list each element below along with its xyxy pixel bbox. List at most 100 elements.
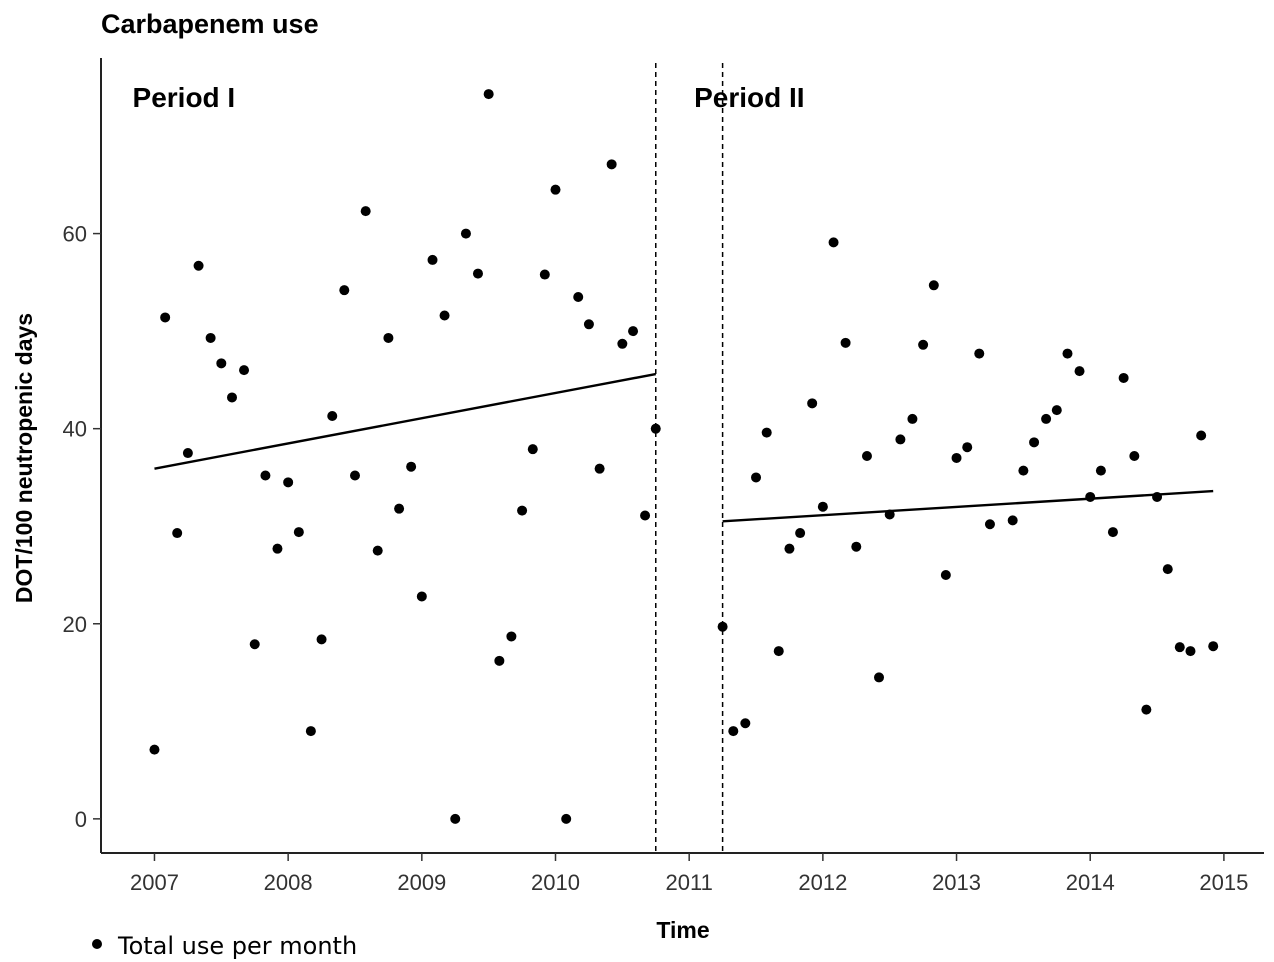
data-point	[740, 718, 751, 729]
data-point	[1141, 704, 1152, 715]
data-point	[807, 398, 818, 409]
plot-area: 2007 2008 2009 2010 2011 2012 2013 2014 2015 0 20 4…	[63, 58, 1264, 895]
data-point	[984, 519, 995, 530]
data-point	[1107, 527, 1118, 538]
data-point	[1029, 437, 1040, 448]
data-point	[817, 501, 828, 512]
data-point	[550, 184, 561, 195]
data-point	[962, 442, 973, 453]
x-tick-label: 2014	[1066, 870, 1115, 895]
data-point	[928, 280, 939, 291]
data-point	[717, 621, 728, 632]
x-tick-label: 2007	[130, 870, 179, 895]
data-point	[1129, 450, 1140, 461]
data-point	[406, 461, 417, 472]
data-point	[728, 726, 739, 737]
data-point	[172, 528, 183, 539]
data-point	[272, 543, 283, 554]
y-tick-label: 60	[63, 222, 87, 247]
data-point	[216, 358, 227, 369]
data-point	[539, 269, 550, 280]
data-point	[628, 326, 639, 337]
data-point	[851, 541, 862, 552]
period-label: Period II	[694, 82, 804, 113]
data-point	[1208, 641, 1219, 652]
data-point	[1118, 372, 1129, 383]
data-point	[160, 312, 171, 323]
data-point	[884, 509, 895, 520]
data-point	[416, 591, 427, 602]
y-tick-label: 40	[63, 417, 87, 442]
data-point	[527, 444, 538, 455]
legend: Total use per month	[92, 932, 357, 960]
data-point	[305, 726, 316, 737]
data-point	[1062, 348, 1073, 359]
data-point	[193, 260, 204, 271]
data-point	[149, 744, 160, 755]
data-point	[260, 470, 271, 481]
data-point	[1174, 642, 1185, 653]
data-point	[239, 365, 250, 376]
data-point	[751, 472, 762, 483]
data-point	[427, 254, 438, 265]
x-tick-label: 2015	[1199, 870, 1248, 895]
data-point	[227, 392, 238, 403]
data-point	[773, 646, 784, 657]
data-point	[583, 319, 594, 330]
x-tick-label: 2011	[666, 870, 713, 895]
data-point	[918, 339, 929, 350]
data-point	[1196, 430, 1207, 441]
data-point	[594, 463, 605, 474]
data-point	[349, 470, 360, 481]
data-point	[360, 206, 371, 217]
data-point	[861, 450, 872, 461]
data-point	[517, 505, 528, 516]
data-point	[494, 655, 505, 666]
y-tick-label: 0	[75, 807, 87, 832]
x-tick-label: 2010	[531, 870, 580, 895]
data-point	[895, 434, 906, 445]
data-point	[617, 338, 628, 349]
data-point	[940, 569, 951, 580]
data-point	[460, 228, 471, 239]
x-tick-label: 2013	[932, 870, 981, 895]
legend-point-marker	[92, 939, 102, 949]
data-point	[1007, 515, 1018, 526]
data-point	[394, 503, 405, 514]
data-point	[874, 672, 885, 683]
trend-line	[154, 372, 656, 470]
data-point	[1185, 646, 1196, 657]
data-point	[573, 291, 584, 302]
data-point	[974, 348, 985, 359]
x-tick-label: 2009	[397, 870, 446, 895]
data-point	[1051, 405, 1062, 416]
data-point	[1095, 465, 1106, 476]
data-point	[951, 452, 962, 463]
data-point	[650, 423, 661, 434]
data-point	[327, 410, 338, 421]
x-tick-label: 2012	[798, 870, 847, 895]
data-point	[316, 634, 327, 645]
data-point	[907, 413, 918, 424]
data-point	[784, 543, 795, 554]
trend-line	[722, 489, 1214, 523]
x-axis-label: Time	[656, 917, 709, 943]
data-point	[1041, 413, 1052, 424]
data-point	[640, 510, 651, 521]
data-point	[1162, 564, 1173, 575]
data-point	[1018, 465, 1029, 476]
data-point	[1074, 366, 1085, 377]
data-point	[1152, 491, 1163, 502]
y-axis-label: DOT/100 neutropenic days	[11, 313, 37, 603]
data-point	[761, 427, 772, 438]
data-point	[439, 310, 450, 321]
data-point	[450, 813, 461, 824]
data-point	[795, 528, 806, 539]
period-label: Period I	[133, 82, 236, 113]
chart-title: Carbapenem use	[101, 9, 319, 39]
data-point	[506, 631, 517, 642]
x-tick-label: 2008	[264, 870, 313, 895]
legend-label: Total use per month	[117, 932, 357, 960]
data-point	[283, 477, 294, 488]
